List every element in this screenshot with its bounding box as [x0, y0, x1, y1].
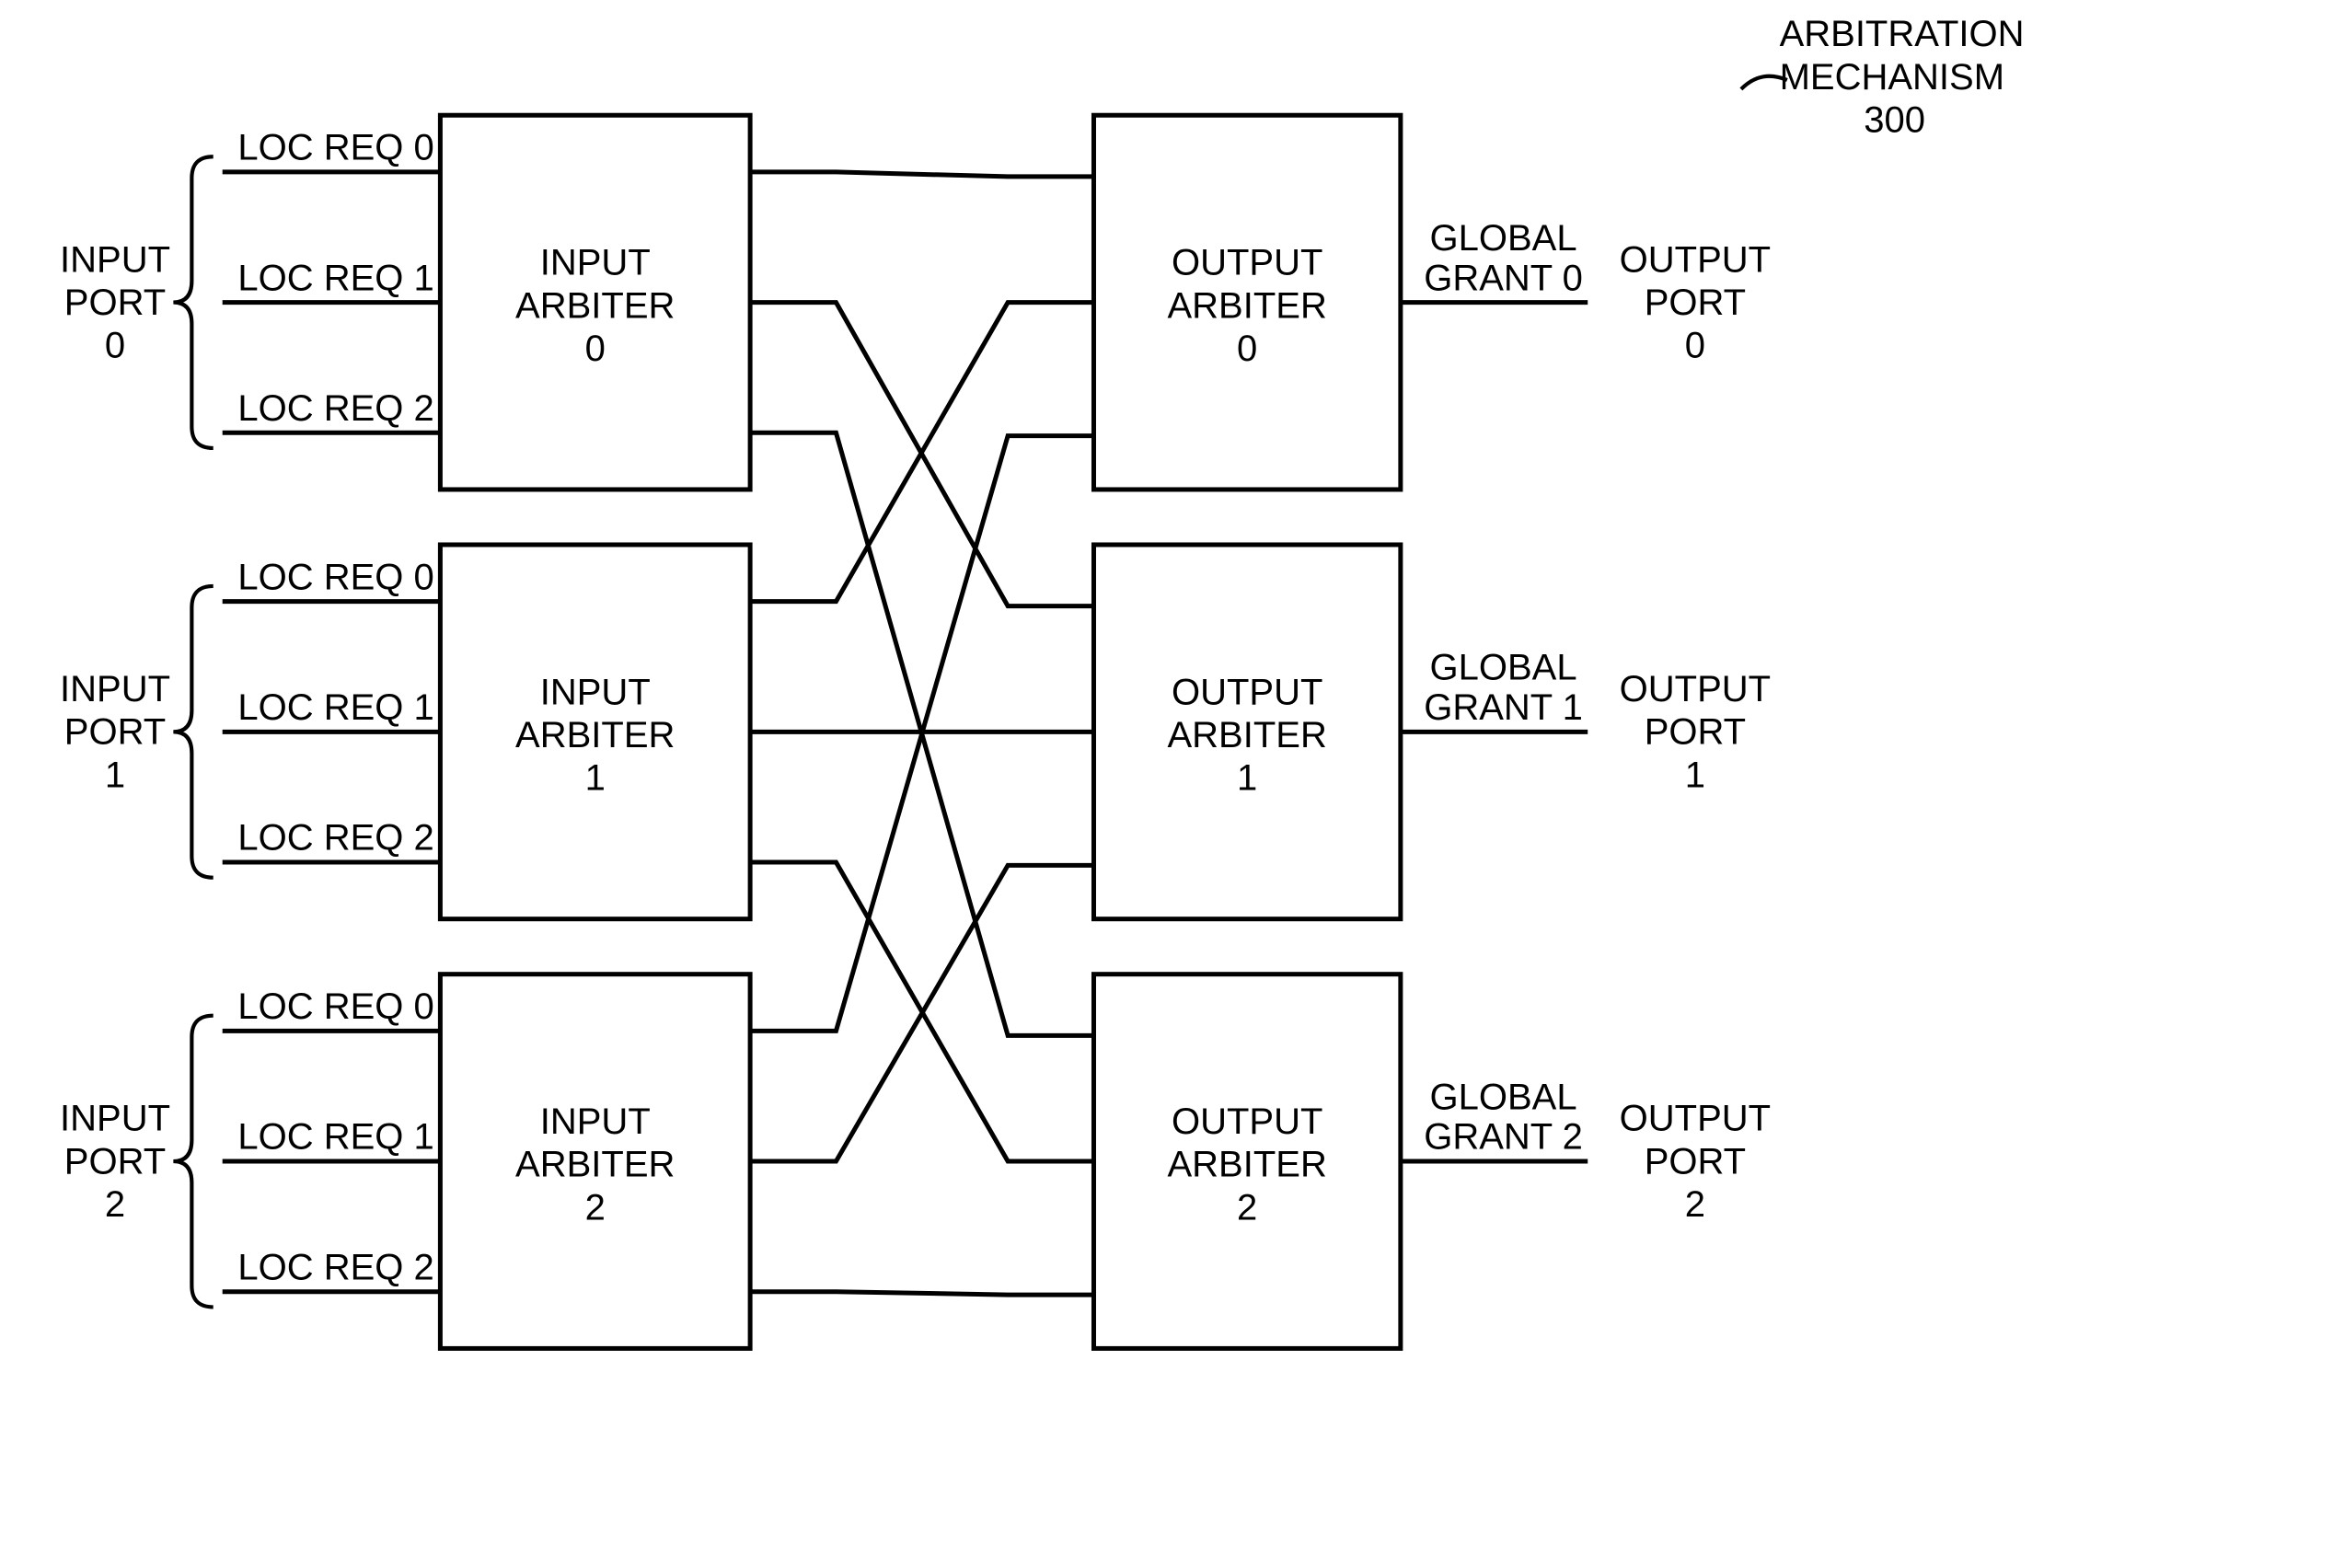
- loc-req-label-2-2: LOC REQ 2: [237, 1247, 433, 1287]
- input-arbiter-2-label3: 2: [585, 1187, 606, 1228]
- output-port-1-label3: 1: [1685, 755, 1705, 795]
- interconnect-in0-out0: [750, 172, 1093, 177]
- output-arbiter-2-label2: ARBITER: [1167, 1145, 1326, 1185]
- output-port-2-label1: OUTPUT: [1620, 1099, 1771, 1139]
- input-port-2-label3: 2: [105, 1184, 125, 1225]
- interconnect-in1-out0: [750, 303, 1093, 602]
- output-arbiter-0-label3: 0: [1237, 329, 1257, 369]
- input-arbiter-0-label1: INPUT: [540, 243, 651, 283]
- input-port-1-label2: PORT: [64, 712, 166, 753]
- loc-req-label-0-0: LOC REQ 0: [237, 128, 433, 168]
- input-port-0-brace: [173, 156, 213, 448]
- output-port-1-label2: PORT: [1645, 712, 1746, 753]
- output-port-0-label2: PORT: [1645, 282, 1746, 323]
- input-arbiter-0-label2: ARBITER: [515, 285, 675, 326]
- input-port-1-brace: [173, 586, 213, 878]
- output-arbiter-0-label2: ARBITER: [1167, 285, 1326, 326]
- loc-req-label-1-0: LOC REQ 0: [237, 557, 433, 597]
- input-port-0-label2: PORT: [64, 282, 166, 323]
- input-port-2-label2: PORT: [64, 1141, 166, 1182]
- input-port-0-label1: INPUT: [60, 239, 170, 280]
- output-port-0-label3: 0: [1685, 326, 1705, 366]
- loc-req-label-0-2: LOC REQ 2: [237, 388, 433, 429]
- input-arbiter-0-label3: 0: [585, 329, 606, 369]
- input-port-2-brace: [173, 1016, 213, 1308]
- global-grant-2-label1: GLOBAL: [1430, 1077, 1577, 1117]
- title-line3: 300: [1864, 100, 1925, 141]
- interconnect-in2-out2: [750, 1292, 1093, 1295]
- output-arbiter-1-label1: OUTPUT: [1172, 672, 1322, 712]
- arbitration-mechanism-diagram: ARBITRATIONMECHANISM300INPUTARBITER0OUTP…: [0, 0, 2344, 1568]
- input-port-1-label3: 1: [105, 755, 125, 795]
- interconnect-in2-out1: [750, 865, 1093, 1161]
- input-arbiter-1-label2: ARBITER: [515, 715, 675, 755]
- input-arbiter-1-label3: 1: [585, 758, 606, 799]
- output-port-2-label3: 2: [1685, 1184, 1705, 1225]
- output-port-0-label1: OUTPUT: [1620, 239, 1771, 280]
- output-port-1-label1: OUTPUT: [1620, 669, 1771, 709]
- loc-req-label-2-0: LOC REQ 0: [237, 986, 433, 1027]
- output-arbiter-0-label1: OUTPUT: [1172, 243, 1322, 283]
- input-arbiter-2-label2: ARBITER: [515, 1145, 675, 1185]
- loc-req-label-1-2: LOC REQ 2: [237, 818, 433, 859]
- output-arbiter-2-label3: 2: [1237, 1187, 1257, 1228]
- global-grant-2-label2: GRANT 2: [1424, 1117, 1583, 1158]
- input-port-1-label1: INPUT: [60, 669, 170, 709]
- loc-req-label-0-1: LOC REQ 1: [237, 258, 433, 298]
- title-line1: ARBITRATION: [1780, 14, 2025, 54]
- global-grant-1-label2: GRANT 1: [1424, 687, 1583, 728]
- global-grant-0-label1: GLOBAL: [1430, 218, 1577, 259]
- output-arbiter-1-label2: ARBITER: [1167, 715, 1326, 755]
- input-arbiter-2-label1: INPUT: [540, 1101, 651, 1142]
- input-arbiter-1-label1: INPUT: [540, 672, 651, 712]
- global-grant-1-label1: GLOBAL: [1430, 648, 1577, 688]
- title-line2: MECHANISM: [1780, 57, 2004, 98]
- loc-req-label-2-1: LOC REQ 1: [237, 1117, 433, 1158]
- output-arbiter-1-label3: 1: [1237, 758, 1257, 799]
- input-port-0-label3: 0: [105, 326, 125, 366]
- output-arbiter-2-label1: OUTPUT: [1172, 1101, 1322, 1142]
- input-port-2-label1: INPUT: [60, 1099, 170, 1139]
- output-port-2-label2: PORT: [1645, 1141, 1746, 1182]
- global-grant-0-label2: GRANT 0: [1424, 258, 1583, 298]
- loc-req-label-1-1: LOC REQ 1: [237, 687, 433, 728]
